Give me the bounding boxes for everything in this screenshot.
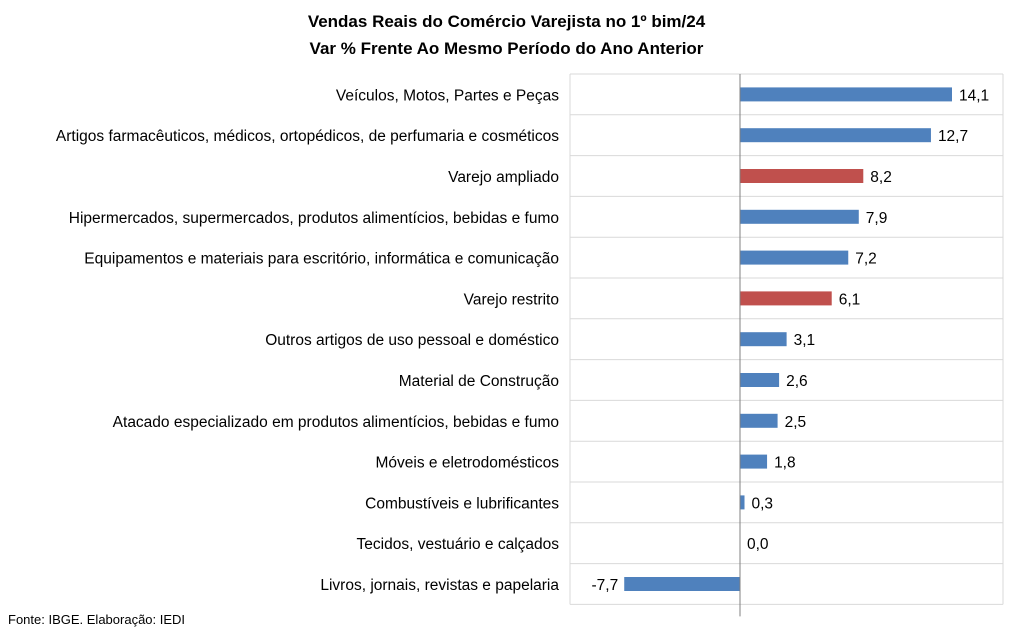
- data-label: -7,7: [592, 577, 619, 594]
- category-label: Varejo restrito: [464, 291, 559, 308]
- data-label: 6,1: [839, 291, 861, 308]
- data-label: 7,9: [866, 210, 888, 227]
- category-label: Tecidos, vestuário e calçados: [357, 536, 560, 553]
- bar: [740, 413, 778, 428]
- category-label: Varejo ampliado: [448, 169, 559, 186]
- bar: [740, 209, 859, 224]
- bar: [624, 577, 740, 591]
- data-label: 7,2: [855, 251, 877, 268]
- bar: [740, 87, 952, 102]
- bar: [740, 495, 745, 510]
- source-note: Fonte: IBGE. Elaboração: IEDI: [8, 612, 186, 627]
- data-label: 8,2: [870, 169, 892, 186]
- chart-title: Vendas Reais do Comércio Varejista no 1º…: [307, 12, 706, 31]
- category-label: Equipamentos e materiais para escritório…: [84, 251, 559, 268]
- data-label: 0,3: [752, 495, 774, 512]
- bar: [740, 291, 832, 306]
- data-label: 2,5: [785, 414, 807, 431]
- bar: [740, 128, 931, 143]
- chart-subtitle: Var % Frente Ao Mesmo Período do Ano Ant…: [309, 39, 704, 58]
- data-label: 1,8: [774, 455, 796, 472]
- bar: [740, 332, 787, 347]
- bar: [740, 373, 780, 387]
- data-label: 3,1: [794, 332, 816, 349]
- category-label: Combustíveis e lubrificantes: [365, 495, 559, 512]
- data-label: 0,0: [747, 536, 769, 553]
- data-label: 12,7: [938, 128, 968, 145]
- bar: [740, 454, 768, 469]
- bar: [740, 169, 864, 183]
- category-label: Artigos farmacêuticos, médicos, ortopédi…: [56, 128, 559, 145]
- bar: [740, 250, 849, 265]
- data-label: 14,1: [959, 87, 989, 104]
- category-label: Móveis e eletrodomésticos: [376, 455, 560, 472]
- category-label: Veículos, Motos, Partes e Peças: [336, 87, 559, 104]
- category-label: Livros, jornais, revistas e papelaria: [320, 577, 559, 594]
- category-label: Atacado especializado em produtos alimen…: [113, 414, 559, 431]
- category-label: Outros artigos de uso pessoal e doméstic…: [265, 332, 559, 349]
- data-label: 2,6: [786, 373, 808, 390]
- category-label: Material de Construção: [399, 373, 559, 390]
- category-label: Hipermercados, supermercados, produtos a…: [69, 210, 559, 227]
